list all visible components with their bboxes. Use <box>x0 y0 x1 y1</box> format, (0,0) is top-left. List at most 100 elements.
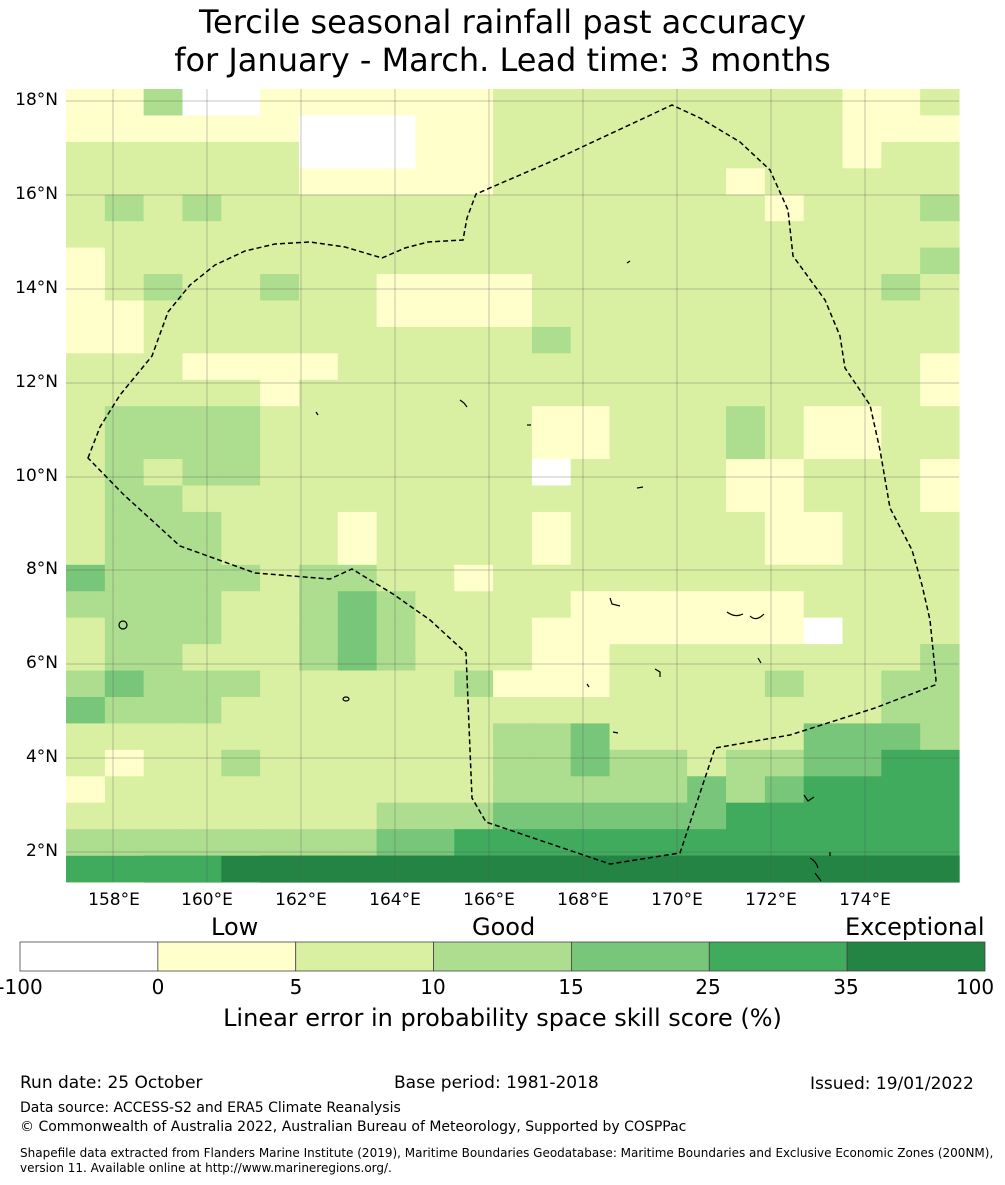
lon-label-172e: 172°E <box>745 890 797 910</box>
grid-cell <box>842 723 882 751</box>
grid-cell <box>609 644 649 672</box>
grid-cell <box>376 511 417 539</box>
lat-label-18n: 18°N <box>15 90 58 110</box>
grid-cell <box>104 221 145 249</box>
grid-cell <box>570 459 611 487</box>
grid-cell <box>881 538 921 566</box>
grid-cell <box>298 802 339 830</box>
grid-cell <box>570 326 611 354</box>
grid-cell <box>182 511 222 539</box>
grid-cell <box>337 274 378 302</box>
grid-cell <box>493 802 533 830</box>
grid-cell <box>454 459 494 487</box>
grid-cell <box>570 432 611 460</box>
grid-cell <box>842 829 882 857</box>
grid-cell <box>687 696 727 724</box>
lat-label-6n: 6°N <box>25 653 58 673</box>
grid-cell <box>337 221 378 249</box>
grid-cell <box>493 511 533 539</box>
grid-cell <box>66 723 106 751</box>
grid-cell <box>298 856 339 882</box>
grid-cell <box>726 644 766 672</box>
grid-cell <box>803 670 844 698</box>
grid-cell <box>221 723 261 751</box>
grid-cell <box>104 696 145 724</box>
colorbar-segment <box>708 941 848 972</box>
grid-cell <box>648 829 688 857</box>
grid-cell <box>493 644 533 672</box>
grid-cell <box>842 168 882 196</box>
grid-cell <box>687 168 727 196</box>
grid-cell <box>221 221 261 249</box>
colorbar-segment <box>846 941 986 972</box>
grid-cell <box>609 194 649 222</box>
grid-cell <box>803 749 844 777</box>
grid-cell <box>687 538 727 566</box>
grid-cell <box>221 670 261 698</box>
grid-cell <box>493 856 533 882</box>
grid-cell <box>298 300 339 328</box>
grid-cell <box>764 723 805 751</box>
grid-cell <box>376 459 417 487</box>
grid-cell <box>687 432 727 460</box>
grid-cell <box>881 168 921 196</box>
grid-cell <box>337 168 378 196</box>
grid-cell <box>803 829 844 857</box>
grid-cell <box>920 326 960 354</box>
shapefile-credit-line-2: version 11. Available online at http://w… <box>20 1161 392 1175</box>
grid-cell <box>920 115 960 143</box>
grid-cell <box>66 379 106 407</box>
grid-cell <box>842 617 882 645</box>
grid-cell <box>298 115 339 143</box>
colorbar-tick-15: 15 <box>558 975 584 999</box>
grid-cell <box>842 511 882 539</box>
grid-cell <box>881 459 921 487</box>
grid-cell <box>104 274 145 302</box>
grid-cell <box>570 194 611 222</box>
grid-cell <box>182 326 222 354</box>
grid-cell <box>260 696 300 724</box>
grid-cell <box>337 115 378 143</box>
grid-cell <box>454 564 494 592</box>
lon-label-168e: 168°E <box>557 890 609 910</box>
grid-cell <box>803 353 844 381</box>
grid-cell <box>66 856 106 882</box>
grid-cell <box>609 406 649 434</box>
grid-cell <box>260 644 300 672</box>
grid-cell <box>570 168 611 196</box>
grid-cell <box>182 247 222 275</box>
grid-cell <box>764 459 805 487</box>
grid-cell <box>609 856 649 882</box>
grid-cell <box>415 617 455 645</box>
grid-cell <box>493 353 533 381</box>
grid-cell <box>298 829 339 857</box>
colorbar-tick-neg100: -100 <box>0 975 43 999</box>
grid-cell <box>376 247 417 275</box>
copyright: © Commonwealth of Australia 2022, Austra… <box>20 1119 687 1135</box>
grid-cell <box>415 194 455 222</box>
lat-label-4n: 4°N <box>25 747 58 767</box>
grid-cell <box>493 274 533 302</box>
grid-cell <box>454 538 494 566</box>
grid-cell <box>920 723 960 751</box>
grid-cell <box>66 274 106 302</box>
grid-cell <box>881 564 921 592</box>
grid-cell <box>803 89 844 117</box>
lon-label-170e: 170°E <box>651 890 703 910</box>
grid-cell <box>143 856 184 882</box>
grid-cell <box>570 247 611 275</box>
grid-cell <box>609 511 649 539</box>
grid-cell <box>143 459 184 487</box>
grid-cell <box>726 353 766 381</box>
grid-cell <box>920 591 960 619</box>
grid-cell <box>376 406 417 434</box>
grid-cell <box>376 432 417 460</box>
grid-cell <box>376 89 417 117</box>
grid-cell <box>260 326 300 354</box>
grid-cell <box>104 141 145 169</box>
grid-cell <box>454 485 494 513</box>
grid-cell <box>104 432 145 460</box>
grid-cell <box>260 617 300 645</box>
grid-cell <box>764 432 805 460</box>
grid-cell <box>493 749 533 777</box>
